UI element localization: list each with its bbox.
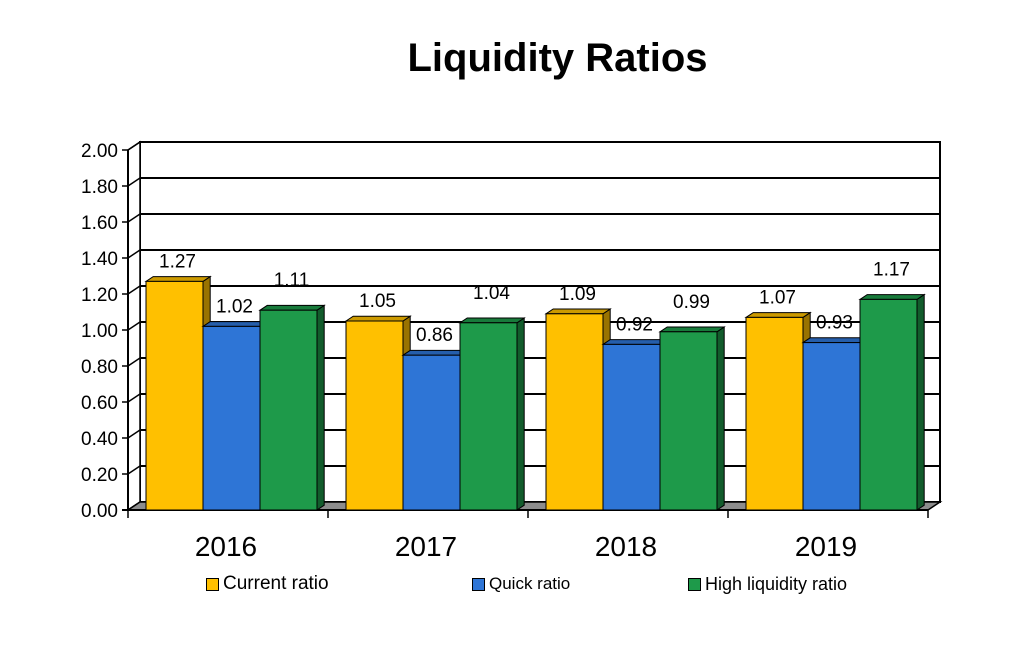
data-label: 1.02 xyxy=(216,296,253,317)
y-tick-label: 0.60 xyxy=(81,393,118,414)
bar-top-current-ratio-2018 xyxy=(544,308,612,315)
data-label: 1.27 xyxy=(159,251,196,272)
y-tick-label: 1.20 xyxy=(81,285,118,306)
bar-top-current-ratio-2019 xyxy=(744,312,812,318)
x-tick-label: 2019 xyxy=(795,531,857,562)
bar-quick-ratio-2018 xyxy=(602,343,661,511)
bar-side-high-liquidity-ratio-2017 xyxy=(516,317,525,511)
bar-current-ratio-2016 xyxy=(145,280,204,511)
legend-item-high-liquidity-ratio: High liquidity ratio xyxy=(688,572,847,596)
bar-top-high-liquidity-ratio-2018 xyxy=(658,326,726,333)
gridline-diagonal xyxy=(127,321,141,331)
y-tick-label: 2.00 xyxy=(81,141,118,162)
bar-current-ratio-2019 xyxy=(745,316,804,511)
bar-high-liquidity-ratio-2016 xyxy=(259,309,318,511)
data-label: 1.17 xyxy=(873,259,910,280)
bar-current-ratio-2018 xyxy=(545,313,604,511)
gridline-diagonal xyxy=(127,285,141,295)
bar-current-ratio-2017 xyxy=(345,320,404,511)
bar-top-current-ratio-2017 xyxy=(344,315,412,322)
bar-top-quick-ratio-2018 xyxy=(601,339,669,345)
bar-side-high-liquidity-ratio-2016 xyxy=(316,304,325,511)
bar-top-high-liquidity-ratio-2016 xyxy=(258,304,326,311)
data-label: 1.04 xyxy=(473,283,510,304)
bar-quick-ratio-2016 xyxy=(202,325,261,511)
bar-top-high-liquidity-ratio-2019 xyxy=(858,294,926,300)
gridline-diagonal xyxy=(127,393,141,403)
data-label: 1.05 xyxy=(359,291,396,312)
bar-quick-ratio-2017 xyxy=(402,354,461,511)
bar-side-high-liquidity-ratio-2019 xyxy=(916,293,925,511)
gridline-diagonal xyxy=(127,249,141,259)
y-tick-label: 1.60 xyxy=(81,213,118,234)
y-tick-label: 0.00 xyxy=(81,501,118,522)
bar-high-liquidity-ratio-2017 xyxy=(459,322,518,511)
bar-top-quick-ratio-2017 xyxy=(401,349,469,356)
bar-top-current-ratio-2016 xyxy=(144,276,212,282)
data-label: 0.86 xyxy=(416,325,453,346)
bar-high-liquidity-ratio-2018 xyxy=(659,331,718,511)
data-label: 1.07 xyxy=(759,287,796,308)
data-label: 0.93 xyxy=(816,313,853,334)
legend-label-high-liquidity-ratio: High liquidity ratio xyxy=(705,573,848,594)
legend-swatch-current-ratio xyxy=(206,577,219,591)
gridline-diagonal xyxy=(127,429,141,439)
bar-side-high-liquidity-ratio-2018 xyxy=(716,326,725,511)
legend-swatch-quick-ratio xyxy=(472,577,485,591)
gridline-diagonal xyxy=(127,357,141,367)
legend-item-quick-ratio: Quick ratio xyxy=(472,572,570,596)
gridline-diagonal xyxy=(127,465,141,475)
data-label: 0.99 xyxy=(673,292,710,313)
gridline-diagonal xyxy=(127,177,141,187)
bar-top-quick-ratio-2016 xyxy=(201,321,269,327)
y-tick-label: 1.80 xyxy=(81,177,118,198)
bar-high-liquidity-ratio-2019 xyxy=(859,298,918,511)
data-label: 1.11 xyxy=(274,270,310,291)
y-tick-label: 1.00 xyxy=(81,321,118,342)
y-tick-label: 1.40 xyxy=(81,249,118,270)
legend-swatch-high-liquidity-ratio xyxy=(688,577,701,591)
legend-label-quick-ratio: Quick ratio xyxy=(489,574,571,593)
legend-item-current-ratio: Current ratio xyxy=(206,572,329,596)
bar-top-quick-ratio-2019 xyxy=(801,337,869,344)
x-tick-label: 2016 xyxy=(195,531,257,562)
bar-top-high-liquidity-ratio-2017 xyxy=(458,317,526,324)
chart-title: Liquidity Ratios xyxy=(407,36,708,80)
gridline-diagonal xyxy=(127,141,141,151)
y-tick-label: 0.40 xyxy=(81,429,118,450)
y-tick-label: 0.80 xyxy=(81,357,118,378)
data-label: 1.09 xyxy=(559,284,596,305)
x-tick-label: 2018 xyxy=(595,531,657,562)
gridline-diagonal xyxy=(127,213,141,223)
legend-label-current-ratio: Current ratio xyxy=(223,573,329,594)
bar-quick-ratio-2019 xyxy=(802,342,861,511)
data-label: 0.92 xyxy=(616,314,653,335)
y-tick-label: 0.20 xyxy=(81,465,118,486)
x-tick-label: 2017 xyxy=(395,531,457,562)
